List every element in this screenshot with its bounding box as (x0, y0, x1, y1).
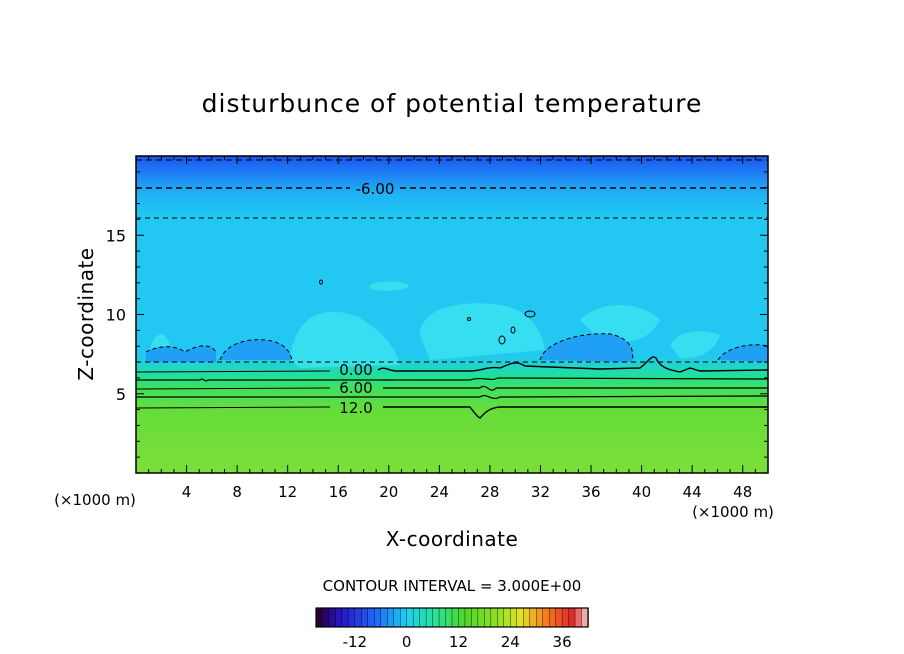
contours (135, 159, 769, 419)
colorbar-tick-label: -12 (343, 633, 368, 651)
colorbar-cell (477, 607, 486, 628)
colorbar-tick-label: 0 (402, 633, 412, 651)
colorbar-cell (393, 607, 401, 628)
colorbar-cell (387, 607, 395, 628)
colorbar-cell (445, 607, 453, 628)
plot-area: -6.00 0.00 6.00 12.0 (135, 155, 769, 474)
colorbar-cell (510, 607, 518, 628)
y-tick-label: 15 (106, 226, 126, 245)
x-tick-label: 28 (480, 483, 499, 501)
colorbar-cell (484, 607, 492, 628)
colorbar-cell (568, 607, 576, 628)
colorbar-cell (438, 607, 447, 628)
contour-label-12: 12.0 (339, 399, 372, 417)
contour-6-right (383, 385, 768, 391)
contour-labels: -6.00 0.00 6.00 12.0 (339, 180, 395, 417)
colorbar-cell (315, 607, 324, 628)
colorbar-cell (419, 607, 427, 628)
colorbar-tick-label: 36 (553, 633, 572, 651)
contour-6-left (135, 387, 331, 390)
colorbar-cell (361, 607, 369, 628)
colorbar-cell (374, 607, 382, 628)
contour-interval-text: CONTOUR INTERVAL = 3.000E+00 (323, 577, 582, 595)
contour-zero-left (135, 370, 331, 373)
colorbar-cell (542, 607, 550, 628)
colorbar-cell (341, 607, 350, 628)
colorbar-ticks: -12 0 12 24 36 (343, 633, 572, 651)
colorbar (315, 607, 589, 628)
contour-cell-3 (717, 344, 769, 361)
colorbar-cell (497, 607, 505, 628)
colorbar-cell (464, 607, 473, 628)
colorbar-tick-label: 12 (449, 633, 468, 651)
x-tick-label: 36 (581, 483, 600, 501)
contour-cell-1 (219, 339, 293, 361)
x-tick-label: 32 (531, 483, 550, 501)
x-unit-right: (×1000 m) (692, 503, 774, 521)
x-axis: 4 8 12 16 20 24 28 32 36 40 44 48 (148, 156, 756, 501)
colorbar-cell (555, 607, 563, 628)
colorbar-cell (451, 607, 460, 628)
colorbar-cell (516, 607, 524, 628)
x-tick-label: 44 (683, 483, 702, 501)
colorbar-cell (335, 607, 343, 628)
contour-cell-4 (145, 345, 217, 353)
colorbar-cell (523, 607, 531, 628)
colorbar-cell (574, 607, 583, 628)
x-unit-left: (×1000 m) (54, 491, 136, 509)
y-axis-label: Z-coordinate (74, 247, 98, 380)
contour-cell-2 (539, 333, 634, 363)
colorbar-cell (561, 607, 570, 628)
contour-label-minus6: -6.00 (356, 180, 395, 198)
colorbar-tick-label: 24 (501, 633, 520, 651)
contour-3 (136, 377, 769, 382)
colorbar-cell (367, 607, 375, 628)
contour-9 (136, 394, 769, 400)
contour-label-6: 6.00 (339, 379, 372, 397)
colorbar-cell (458, 607, 466, 628)
colorbar-cell (412, 607, 421, 628)
cyan-patches (150, 281, 720, 368)
x-axis-label: X-coordinate (386, 527, 519, 551)
colorbar-cell (406, 607, 414, 628)
small-closed-contours (319, 279, 536, 345)
x-tick-label: 40 (632, 483, 651, 501)
y-tick-label: 10 (106, 306, 126, 325)
colorbar-frame (315, 607, 589, 628)
colorbar-cell (425, 607, 434, 628)
colorbar-cell (503, 607, 511, 628)
contour-12-left (135, 406, 331, 409)
contour-zero-right (377, 356, 769, 373)
colorbar-cell (490, 607, 499, 628)
colorbar-cell (529, 607, 537, 628)
contour-label-0: 0.00 (339, 361, 372, 379)
x-tick-label: 4 (182, 483, 192, 501)
chart-title: disturbunce of potential temperature (202, 89, 703, 118)
x-tick-label: 20 (379, 483, 398, 501)
colorbar-cell (354, 607, 363, 628)
colorbar-cell (328, 607, 337, 628)
y-tick-label: 5 (116, 385, 126, 404)
colorbar-cell (535, 607, 544, 628)
colorbar-cell (471, 607, 479, 628)
colorbar-cell (380, 607, 388, 628)
x-tick-label: 48 (733, 483, 752, 501)
x-tick-label: 24 (430, 483, 449, 501)
x-tick-label: 16 (329, 483, 348, 501)
x-tick-label: 8 (232, 483, 242, 501)
contour-12-right (383, 406, 768, 419)
y-axis: 5 10 15 (106, 171, 768, 458)
colorbar-cell (399, 607, 408, 628)
colorbar-cell (322, 607, 330, 628)
x-tick-label: 12 (278, 483, 297, 501)
colorbar-cell (548, 607, 557, 628)
colorbar-cell (432, 607, 440, 628)
colorbar-cell (348, 607, 356, 628)
